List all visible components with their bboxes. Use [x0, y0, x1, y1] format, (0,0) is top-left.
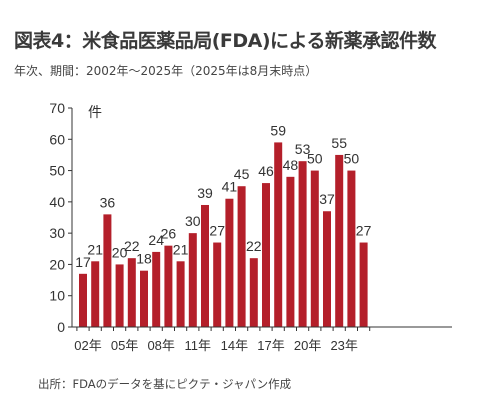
y-tick-label: 0 [57, 319, 65, 335]
chart-subtitle: 年次、期間：2002年～2025年（2025年は8月末時点） [14, 64, 318, 78]
bar-2010 [176, 261, 185, 327]
source-note: 出所：FDAのデータを基にピクテ・ジャパン作成 [38, 377, 292, 391]
bar-2015 [237, 186, 246, 327]
data-label-2016: 22 [246, 238, 262, 254]
data-label-2005: 20 [112, 244, 128, 260]
data-label-2004: 36 [100, 194, 116, 210]
bar-2005 [115, 264, 124, 327]
y-tick-label: 30 [49, 225, 65, 241]
bar-2013 [213, 242, 222, 327]
bar-2002 [79, 273, 87, 327]
data-label-2017: 46 [258, 163, 274, 179]
data-label-2009: 26 [161, 226, 177, 242]
bar-2014 [225, 198, 234, 327]
x-tick-label: 11年 [185, 338, 212, 353]
data-label-2024: 50 [344, 151, 360, 167]
bar-2004 [103, 214, 112, 327]
data-label-2003: 21 [87, 241, 103, 257]
y-tick-label: 60 [49, 131, 65, 147]
data-label-2010: 21 [173, 241, 189, 257]
data-label-2019: 48 [283, 157, 299, 173]
bars-group [79, 142, 368, 327]
data-label-2011: 30 [185, 213, 201, 229]
y-tick-label: 50 [49, 163, 65, 179]
y-axis-ticks: 0 10 20 30 40 50 60 70 [49, 100, 72, 335]
bar-2022 [323, 211, 331, 327]
bar-2020 [298, 161, 307, 327]
data-label-2006: 22 [124, 238, 140, 254]
bar-2019 [286, 176, 295, 327]
x-tick-label: 17年 [257, 338, 284, 353]
bar-2008 [152, 251, 161, 327]
x-axis-ticks: 02年 05年 08年 11年 14年 17年 20年 23年 [74, 327, 371, 353]
x-tick-label: 23年 [330, 338, 357, 353]
x-tick-label: 20年 [294, 338, 321, 353]
bar-2012 [201, 204, 209, 327]
chart-title: 図表4：米食品医薬品局(FDA)による新薬承認件数 [14, 30, 436, 52]
data-label-2014: 41 [222, 179, 238, 195]
bar-2003 [91, 261, 100, 327]
data-label-2002: 17 [75, 254, 91, 270]
y-tick-label: 40 [49, 194, 65, 210]
bar-2023 [335, 154, 344, 327]
data-label-2021: 50 [307, 151, 323, 167]
data-label-2015: 45 [234, 166, 250, 182]
bar-2009 [164, 245, 173, 327]
bar-2024 [347, 170, 356, 327]
data-label-2023: 55 [331, 135, 347, 151]
data-label-2018: 59 [270, 122, 286, 138]
y-tick-label: 10 [49, 288, 65, 304]
x-tick-label: 14年 [221, 338, 248, 353]
y-axis-unit-label: 件 [88, 104, 102, 120]
bar-2011 [188, 233, 197, 327]
bar-2025 [359, 242, 368, 327]
bar-2006 [127, 258, 136, 327]
data-label-2020: 53 [295, 141, 311, 157]
data-label-2022: 37 [319, 191, 335, 207]
bar-2021 [310, 170, 319, 327]
y-tick-label: 20 [49, 256, 65, 272]
y-tick-label: 70 [49, 100, 65, 116]
data-labels-group: 1721362022182426213039274145224659485350… [75, 122, 371, 269]
data-label-2008: 24 [148, 232, 164, 248]
bar-2017 [262, 183, 270, 327]
bar-2016 [249, 258, 258, 327]
data-label-2007: 18 [136, 251, 152, 267]
x-tick-label: 08年 [147, 338, 174, 353]
bar-2018 [274, 142, 283, 327]
x-tick-label: 02年 [74, 338, 101, 353]
bar-2007 [140, 270, 148, 327]
data-label-2025: 27 [356, 223, 372, 239]
data-label-2012: 39 [197, 185, 213, 201]
data-label-2013: 27 [209, 223, 225, 239]
x-tick-label: 05年 [111, 338, 138, 353]
